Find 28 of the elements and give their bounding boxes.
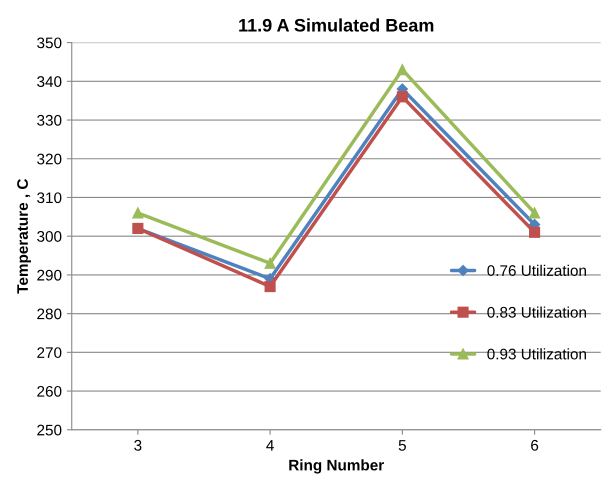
y-axis-title: Temperature , C: [17, 179, 31, 294]
legend-label: 0.76 Utilization: [487, 264, 586, 276]
point: [264, 258, 276, 269]
y-tick-label: 290: [37, 270, 62, 281]
point: [529, 226, 540, 238]
y-tick-label: 270: [37, 347, 62, 358]
x-tick-label: 3: [134, 440, 142, 451]
point: [396, 91, 408, 102]
y-tick-label: 250: [37, 424, 62, 436]
point: [264, 280, 276, 292]
point: [529, 207, 540, 219]
x-tick-label: 6: [531, 440, 538, 451]
y-tick-label: 330: [37, 114, 62, 126]
y-tick-label: 300: [37, 231, 62, 242]
legend-label: 0.83 Utilization: [487, 306, 586, 318]
y-tick-label: 350: [37, 37, 62, 48]
legend-label: 0.93 Utilization: [487, 348, 586, 360]
point: [396, 64, 408, 76]
y-tick-label: 340: [37, 76, 62, 87]
point: [132, 207, 144, 219]
x-axis-title: Ring Number: [289, 459, 384, 474]
y-tick-label: 260: [37, 386, 62, 397]
x-tick-label: 5: [398, 440, 406, 451]
chart-title: 11.9 A Simulated Beam: [239, 18, 434, 32]
y-tick-label: 320: [37, 154, 62, 164]
y-tick-label: 280: [37, 308, 62, 320]
y-tick-label: 310: [37, 192, 62, 204]
x-tick-label: 4: [266, 440, 274, 451]
